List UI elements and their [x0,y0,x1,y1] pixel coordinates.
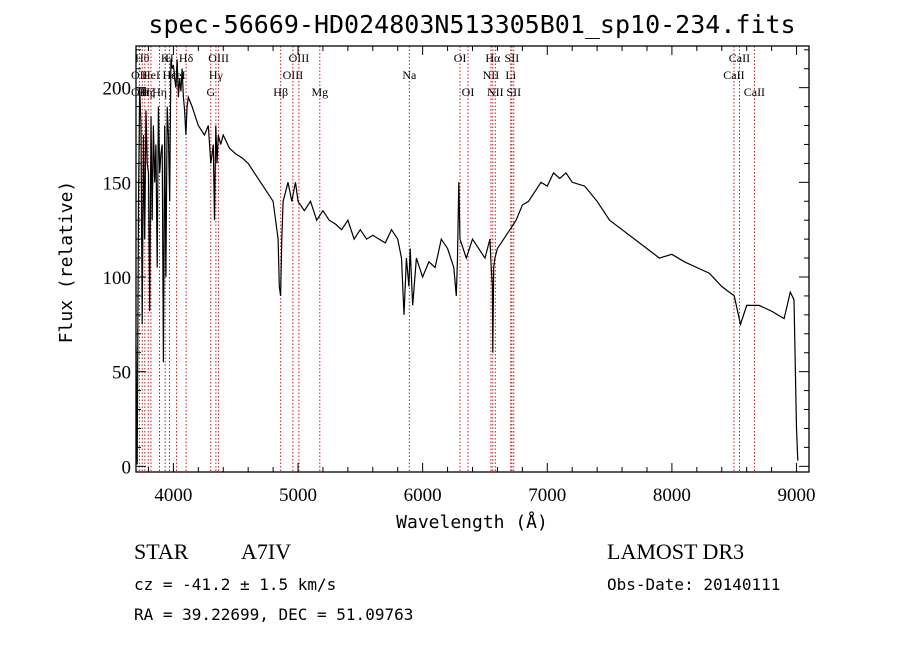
y-tick-label: 0 [122,457,132,478]
spectral-line-label: CaII [723,68,744,82]
spectral-line-label: SII [506,85,521,99]
spectral-line-label: Hα [485,51,501,65]
spectral-line-label: Hη [152,85,167,99]
x-axis-label: Wavelength (Å) [396,511,548,533]
y-tick-label: 50 [112,363,131,384]
object-subclass: A7IV [241,539,291,564]
coordinates-readout: RA = 39.22699, DEC = 51.09763 [134,605,413,624]
spectral-line-label: K [161,51,170,65]
chart-title: spec-56669-HD024803N513305B01_sp10-234.f… [148,10,795,39]
spectral-line-label: Na [402,68,417,82]
spectral-line-label: Li [505,68,516,82]
x-tick-label: 7000 [528,485,566,506]
spectral-line-label: Hε [163,68,177,82]
spectral-line-label: Hζ [141,85,155,99]
x-axis-ticks: 4000 5000 6000 7000 8000 9000 [147,46,816,506]
y-tick-label: 100 [103,268,132,289]
plot-frame [135,45,810,473]
spectral-line-label: Hθ [135,51,150,65]
survey-name: LAMOST DR3 [607,539,744,564]
spectral-line-label: SII [505,51,520,65]
spectral-line-label: OII [131,68,148,82]
spectral-line-label: G [206,85,215,99]
object-type: STAR [134,539,189,564]
spectral-line-label: CaII [744,85,765,99]
y-tick-label: 200 [103,79,132,100]
spectral-line-label: OIII [283,68,304,82]
spectral-line-label: OIII [289,51,310,65]
x-tick-label: 8000 [653,485,691,506]
x-tick-label: 5000 [279,485,317,506]
spectral-line-label: Hβ [273,85,288,99]
observation-date: Obs-Date: 20140111 [607,575,780,594]
spectrum-series-line [135,59,799,465]
spectral-line-label: Hδ [179,51,194,65]
spectral-line-label: OI [462,85,475,99]
spectral-line-label: H [165,51,174,65]
redshift-readout: cz = -41.2 ± 1.5 km/s [134,575,336,594]
y-axis-label: Flux (relative) [56,181,77,344]
spectral-line-label: OI [454,51,467,65]
x-tick-label: 4000 [154,485,192,506]
x-tick-label: 6000 [404,485,442,506]
spectral-line-label: HeI [142,68,160,82]
spectral-line-label: Hγ [209,68,224,82]
y-axis-ticks: 0 50 100 150 200 [103,49,809,478]
y-tick-label: 150 [103,173,132,194]
spectral-line-label: NII [483,68,500,82]
spectral-line-label: CaII [729,51,750,65]
spectral-line-label: NII [487,85,504,99]
spectral-line-label: Mg [311,85,328,99]
spectral-line-markers: OIIOIIHθHηHζHeIHηKHHεHeIHδGHγOIIIHβOIIIO… [131,46,765,472]
spectral-line-label: OIII [208,51,229,65]
x-tick-label: 9000 [778,485,816,506]
